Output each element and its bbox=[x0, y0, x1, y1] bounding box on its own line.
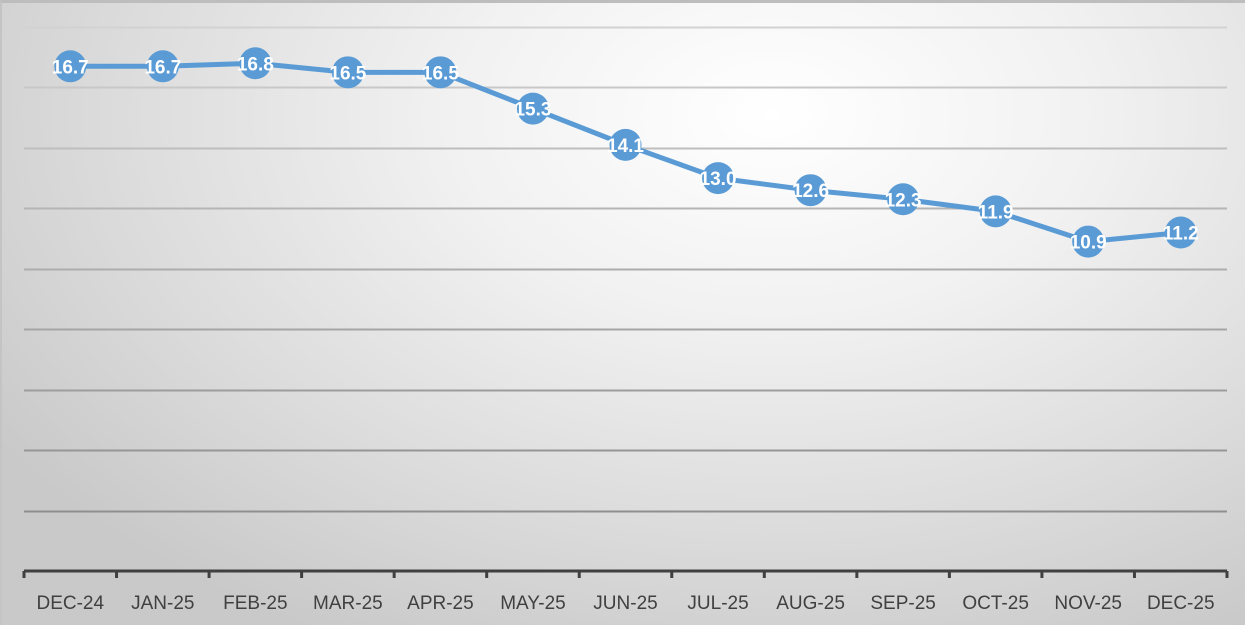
category-label: FEB-25 bbox=[223, 593, 287, 614]
data-point-marker bbox=[609, 128, 642, 161]
data-label: 11.2 bbox=[1163, 224, 1199, 245]
data-point-marker bbox=[702, 162, 735, 195]
data-label: 11.9 bbox=[978, 202, 1014, 223]
category-labels: DEC-24 JAN-25 FEB-25 MAR-25 APR-25 MAY-25 JUN-… bbox=[36, 593, 1214, 614]
data-label: 16.8 bbox=[237, 54, 274, 75]
data-series bbox=[54, 47, 1197, 258]
category-label: MAR-25 bbox=[313, 593, 383, 614]
line-chart: DEC-24 JAN-25 FEB-25 MAR-25 APR-25 MAY-25 JUN-… bbox=[22, 26, 1229, 614]
data-label: 14.1 bbox=[607, 136, 644, 157]
category-label: JUL-25 bbox=[687, 593, 748, 614]
data-label: 16.7 bbox=[144, 57, 181, 78]
data-point-marker bbox=[331, 56, 364, 89]
category-label: DEC-25 bbox=[1147, 593, 1215, 614]
data-label: 16.5 bbox=[329, 63, 366, 84]
category-label: NOV-25 bbox=[1054, 593, 1122, 614]
data-label: 12.6 bbox=[792, 181, 829, 202]
data-point-marker bbox=[887, 183, 920, 216]
data-label: 12.3 bbox=[885, 190, 922, 211]
x-axis bbox=[22, 569, 1229, 578]
data-label: 13.0 bbox=[700, 169, 737, 190]
data-label: 10.9 bbox=[1070, 233, 1107, 254]
data-label: 15.3 bbox=[514, 100, 551, 121]
category-label: MAY-25 bbox=[500, 593, 565, 614]
data-point-marker bbox=[794, 174, 827, 207]
category-label: JAN-25 bbox=[131, 593, 194, 614]
data-point-marker bbox=[1072, 225, 1105, 258]
category-label: JUN-25 bbox=[593, 593, 657, 614]
data-labels: 16.7 16.7 16.8 16.5 16.5 15.3 14.1 13.0 12.6 12.3… bbox=[52, 54, 1199, 253]
category-label: APR-25 bbox=[407, 593, 474, 614]
data-point-marker bbox=[516, 92, 549, 125]
data-point-marker bbox=[1164, 216, 1197, 249]
category-label: OCT-25 bbox=[962, 593, 1029, 614]
data-label: 16.5 bbox=[422, 63, 459, 84]
data-point-marker bbox=[54, 50, 87, 83]
data-label: 16.7 bbox=[52, 57, 89, 78]
data-point-marker bbox=[146, 50, 179, 83]
data-point-marker bbox=[979, 195, 1012, 228]
data-point-marker bbox=[424, 56, 457, 89]
category-label: AUG-25 bbox=[776, 593, 845, 614]
gridlines bbox=[24, 26, 1227, 513]
category-label: DEC-24 bbox=[36, 593, 104, 614]
category-label: SEP-25 bbox=[870, 593, 935, 614]
data-point-marker bbox=[239, 47, 272, 80]
